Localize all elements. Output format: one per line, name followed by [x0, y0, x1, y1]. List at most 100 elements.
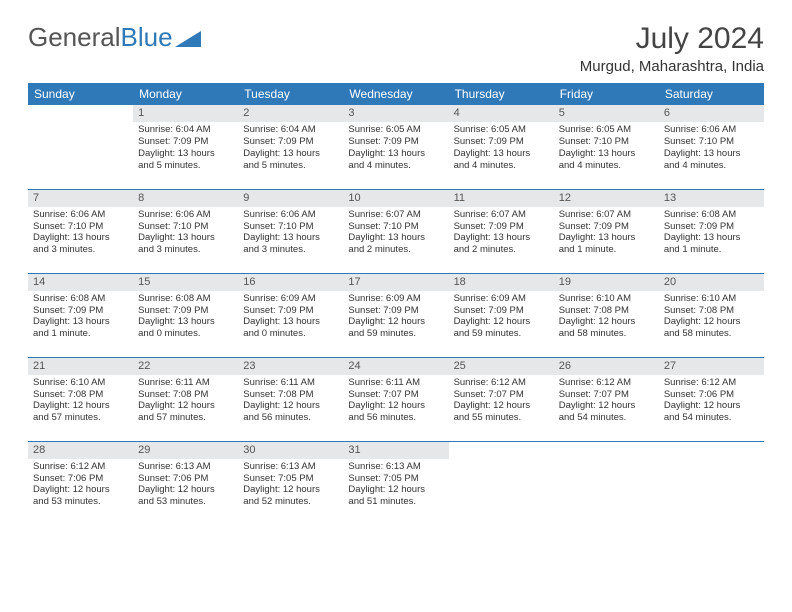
day-number: 17 — [343, 274, 448, 291]
sunrise-line: Sunrise: 6:08 AM — [33, 293, 128, 305]
calendar-cell: 22Sunrise: 6:11 AMSunset: 7:08 PMDayligh… — [133, 357, 238, 441]
sunset-line: Sunset: 7:08 PM — [664, 305, 759, 317]
daylight-line: and 3 minutes. — [243, 244, 338, 256]
daylight-line: Daylight: 13 hours — [348, 148, 443, 160]
day-number: 23 — [238, 358, 343, 375]
sunrise-line: Sunrise: 6:13 AM — [243, 461, 338, 473]
daylight-line: and 5 minutes. — [138, 160, 233, 172]
calendar-week-row: 14Sunrise: 6:08 AMSunset: 7:09 PMDayligh… — [28, 273, 764, 357]
day-number: 31 — [343, 442, 448, 459]
daylight-line: and 2 minutes. — [454, 244, 549, 256]
calendar-cell: 4Sunrise: 6:05 AMSunset: 7:09 PMDaylight… — [449, 105, 554, 189]
calendar-cell: 1Sunrise: 6:04 AMSunset: 7:09 PMDaylight… — [133, 105, 238, 189]
daylight-line: Daylight: 12 hours — [348, 400, 443, 412]
sunrise-line: Sunrise: 6:10 AM — [559, 293, 654, 305]
daylight-line: and 4 minutes. — [348, 160, 443, 172]
sunset-line: Sunset: 7:09 PM — [348, 136, 443, 148]
daylight-line: and 56 minutes. — [243, 412, 338, 424]
day-number: 14 — [28, 274, 133, 291]
day-header: Wednesday — [343, 83, 448, 105]
brand-logo: GeneralBlue — [28, 22, 201, 53]
calendar-cell: 26Sunrise: 6:12 AMSunset: 7:07 PMDayligh… — [554, 357, 659, 441]
day-number: 25 — [449, 358, 554, 375]
day-details: Sunrise: 6:11 AMSunset: 7:08 PMDaylight:… — [238, 375, 343, 429]
day-number: 6 — [659, 105, 764, 122]
daylight-line: and 58 minutes. — [664, 328, 759, 340]
daylight-line: Daylight: 13 hours — [138, 316, 233, 328]
calendar-cell: 28Sunrise: 6:12 AMSunset: 7:06 PMDayligh… — [28, 441, 133, 525]
sunrise-line: Sunrise: 6:06 AM — [664, 124, 759, 136]
day-header: Monday — [133, 83, 238, 105]
daylight-line: Daylight: 13 hours — [138, 148, 233, 160]
calendar-cell: 17Sunrise: 6:09 AMSunset: 7:09 PMDayligh… — [343, 273, 448, 357]
daylight-line: and 4 minutes. — [454, 160, 549, 172]
calendar-cell — [659, 441, 764, 525]
day-details: Sunrise: 6:07 AMSunset: 7:09 PMDaylight:… — [554, 207, 659, 261]
daylight-line: and 1 minute. — [664, 244, 759, 256]
daylight-line: and 57 minutes. — [33, 412, 128, 424]
sunrise-line: Sunrise: 6:10 AM — [33, 377, 128, 389]
daylight-line: Daylight: 12 hours — [243, 400, 338, 412]
daylight-line: Daylight: 12 hours — [33, 484, 128, 496]
day-details: Sunrise: 6:08 AMSunset: 7:09 PMDaylight:… — [133, 291, 238, 345]
sunset-line: Sunset: 7:09 PM — [243, 305, 338, 317]
sunset-line: Sunset: 7:09 PM — [664, 221, 759, 233]
day-header: Saturday — [659, 83, 764, 105]
daylight-line: and 57 minutes. — [138, 412, 233, 424]
day-details: Sunrise: 6:09 AMSunset: 7:09 PMDaylight:… — [238, 291, 343, 345]
sunset-line: Sunset: 7:09 PM — [348, 305, 443, 317]
sunset-line: Sunset: 7:08 PM — [559, 305, 654, 317]
day-details: Sunrise: 6:05 AMSunset: 7:09 PMDaylight:… — [449, 122, 554, 176]
calendar-cell: 12Sunrise: 6:07 AMSunset: 7:09 PMDayligh… — [554, 189, 659, 273]
sunset-line: Sunset: 7:09 PM — [138, 305, 233, 317]
day-details: Sunrise: 6:10 AMSunset: 7:08 PMDaylight:… — [659, 291, 764, 345]
daylight-line: and 54 minutes. — [664, 412, 759, 424]
logo-triangle-icon — [175, 29, 201, 47]
day-details: Sunrise: 6:09 AMSunset: 7:09 PMDaylight:… — [449, 291, 554, 345]
sunrise-line: Sunrise: 6:07 AM — [454, 209, 549, 221]
day-number: 7 — [28, 190, 133, 207]
day-number: 4 — [449, 105, 554, 122]
sunset-line: Sunset: 7:09 PM — [138, 136, 233, 148]
sunrise-line: Sunrise: 6:09 AM — [348, 293, 443, 305]
daylight-line: Daylight: 12 hours — [664, 316, 759, 328]
daylight-line: Daylight: 12 hours — [454, 400, 549, 412]
day-number: 22 — [133, 358, 238, 375]
day-details: Sunrise: 6:04 AMSunset: 7:09 PMDaylight:… — [238, 122, 343, 176]
calendar-cell — [449, 441, 554, 525]
day-number: 24 — [343, 358, 448, 375]
daylight-line: and 56 minutes. — [348, 412, 443, 424]
daylight-line: and 4 minutes. — [559, 160, 654, 172]
daylight-line: and 54 minutes. — [559, 412, 654, 424]
daylight-line: Daylight: 12 hours — [454, 316, 549, 328]
day-details: Sunrise: 6:06 AMSunset: 7:10 PMDaylight:… — [659, 122, 764, 176]
daylight-line: Daylight: 12 hours — [33, 400, 128, 412]
day-number: 15 — [133, 274, 238, 291]
sunset-line: Sunset: 7:10 PM — [138, 221, 233, 233]
calendar-cell: 19Sunrise: 6:10 AMSunset: 7:08 PMDayligh… — [554, 273, 659, 357]
sunset-line: Sunset: 7:10 PM — [33, 221, 128, 233]
sunrise-line: Sunrise: 6:12 AM — [33, 461, 128, 473]
day-number: 2 — [238, 105, 343, 122]
day-number: 20 — [659, 274, 764, 291]
calendar-week-row: 21Sunrise: 6:10 AMSunset: 7:08 PMDayligh… — [28, 357, 764, 441]
calendar-cell: 9Sunrise: 6:06 AMSunset: 7:10 PMDaylight… — [238, 189, 343, 273]
day-number: 29 — [133, 442, 238, 459]
day-header-row: Sunday Monday Tuesday Wednesday Thursday… — [28, 83, 764, 105]
calendar-cell: 5Sunrise: 6:05 AMSunset: 7:10 PMDaylight… — [554, 105, 659, 189]
day-details: Sunrise: 6:11 AMSunset: 7:07 PMDaylight:… — [343, 375, 448, 429]
calendar-cell: 7Sunrise: 6:06 AMSunset: 7:10 PMDaylight… — [28, 189, 133, 273]
day-number: 30 — [238, 442, 343, 459]
day-number: 13 — [659, 190, 764, 207]
day-details: Sunrise: 6:07 AMSunset: 7:09 PMDaylight:… — [449, 207, 554, 261]
calendar-cell: 6Sunrise: 6:06 AMSunset: 7:10 PMDaylight… — [659, 105, 764, 189]
sunrise-line: Sunrise: 6:09 AM — [243, 293, 338, 305]
day-details: Sunrise: 6:06 AMSunset: 7:10 PMDaylight:… — [28, 207, 133, 261]
day-number: 28 — [28, 442, 133, 459]
day-header: Friday — [554, 83, 659, 105]
sunrise-line: Sunrise: 6:05 AM — [559, 124, 654, 136]
day-number: 18 — [449, 274, 554, 291]
day-details: Sunrise: 6:12 AMSunset: 7:07 PMDaylight:… — [554, 375, 659, 429]
day-number: 12 — [554, 190, 659, 207]
sunrise-line: Sunrise: 6:06 AM — [138, 209, 233, 221]
